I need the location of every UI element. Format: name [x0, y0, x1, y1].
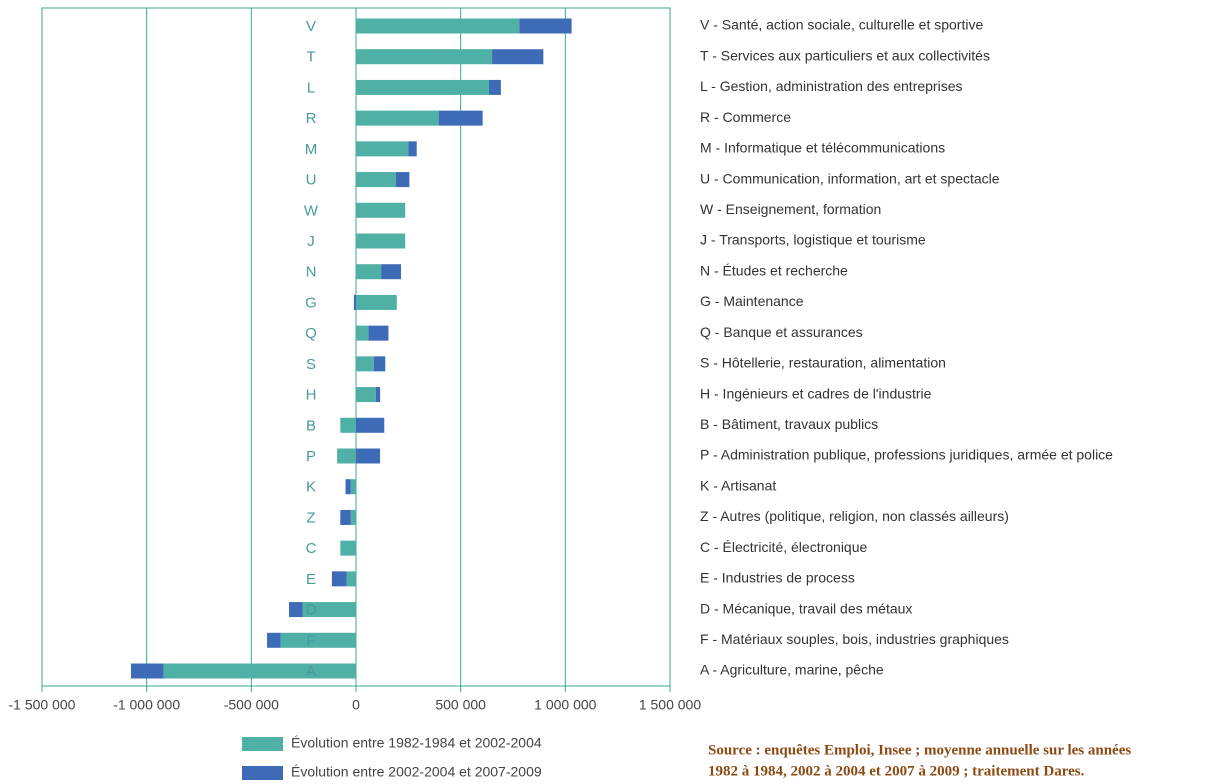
bar	[519, 18, 572, 34]
bar	[488, 79, 501, 95]
bar	[267, 632, 281, 648]
category-name: C - Électricité, électronique	[700, 539, 868, 555]
bar	[356, 356, 374, 372]
category-label: K	[306, 479, 316, 496]
bar	[356, 110, 439, 126]
source-note: Source : enquêtes Emploi, Insee ; moyenn…	[708, 742, 1131, 758]
bar	[356, 233, 406, 249]
x-tick-label: 0	[352, 697, 360, 713]
bar	[356, 387, 376, 403]
bar	[356, 172, 396, 188]
source-note: 1982 à 1984, 2002 à 2004 et 2007 à 2009 …	[708, 763, 1085, 779]
bar	[345, 479, 351, 495]
legend-swatch	[242, 737, 283, 751]
category-label: W	[304, 202, 319, 219]
bar	[356, 294, 397, 310]
category-label: C	[306, 540, 317, 557]
bar	[381, 264, 402, 280]
bar	[395, 172, 410, 188]
bar	[368, 325, 389, 341]
category-name: R - Commerce	[700, 109, 791, 125]
bar	[356, 79, 489, 95]
bar	[302, 602, 356, 618]
category-name: V - Santé, action sociale, culturelle et…	[700, 17, 983, 33]
legend-swatch	[242, 766, 283, 780]
bar	[356, 141, 409, 157]
category-name: H - Ingénieurs et cadres de l'industrie	[700, 385, 932, 401]
bar	[356, 49, 493, 65]
category-name: D - Mécanique, travail des métaux	[700, 600, 912, 616]
category-label: V	[306, 18, 316, 35]
category-label: G	[305, 294, 317, 311]
category-name: Q - Banque et assurances	[700, 324, 863, 340]
category-label: H	[306, 387, 317, 404]
bar	[492, 49, 544, 65]
category-name: M - Informatique et télécommunications	[700, 140, 945, 156]
x-tick-label: 1 500 000	[639, 697, 701, 713]
category-label: Z	[306, 509, 315, 526]
category-name: U - Communication, information, art et s…	[700, 170, 1000, 186]
bar	[331, 571, 347, 587]
category-label: L	[307, 79, 315, 96]
legend-label: Évolution entre 2002-2004 et 2007-2009	[291, 764, 542, 780]
category-label: J	[307, 233, 315, 250]
category-label: S	[306, 356, 316, 373]
x-tick-label: -500 000	[224, 697, 279, 713]
bar	[289, 602, 303, 618]
bar	[356, 18, 520, 34]
bar	[408, 141, 417, 157]
category-label: D	[306, 602, 317, 619]
legend-label: Évolution entre 1982-1984 et 2002-2004	[291, 735, 542, 751]
category-name: G - Maintenance	[700, 293, 804, 309]
bar	[163, 663, 356, 679]
bar	[350, 509, 356, 525]
category-label: R	[306, 110, 317, 127]
bar	[356, 448, 381, 464]
bar	[356, 202, 406, 218]
category-name: N - Études et recherche	[700, 262, 848, 278]
bar	[356, 417, 385, 433]
category-label: N	[306, 264, 317, 281]
x-tick-label: -1 000 000	[113, 697, 180, 713]
bar	[346, 571, 356, 587]
category-label: B	[306, 417, 316, 434]
category-label: M	[305, 141, 318, 158]
bar	[356, 325, 369, 341]
category-name: E - Industries de process	[700, 570, 855, 586]
category-label: F	[306, 632, 315, 649]
x-tick-label: 500 000	[435, 697, 486, 713]
bar	[353, 294, 356, 310]
category-name: Z - Autres (politique, religion, non cla…	[700, 508, 1009, 524]
bar	[438, 110, 483, 126]
bar	[356, 264, 382, 280]
category-name: L - Gestion, administration des entrepri…	[700, 78, 963, 94]
category-name: B - Bâtiment, travaux publics	[700, 416, 878, 432]
bar	[340, 509, 351, 525]
category-name: J - Transports, logistique et tourisme	[700, 232, 926, 248]
bar	[130, 663, 164, 679]
category-name: F - Matériaux souples, bois, industries …	[700, 631, 1009, 647]
bar	[373, 356, 386, 372]
category-name: T - Services aux particuliers et aux col…	[700, 47, 990, 63]
category-name: A - Agriculture, marine, pêche	[700, 662, 884, 678]
category-label: A	[306, 663, 316, 680]
category-name: S - Hôtellerie, restauration, alimentati…	[700, 355, 946, 371]
bar	[340, 540, 356, 556]
x-tick-label: -1 500 000	[9, 697, 76, 713]
category-label: E	[306, 571, 316, 588]
category-label: T	[306, 49, 315, 66]
x-tick-label: 1 000 000	[534, 697, 596, 713]
bar	[280, 632, 356, 648]
category-label: U	[306, 172, 317, 189]
bar	[375, 387, 381, 403]
bar	[350, 479, 356, 495]
bar	[337, 448, 356, 464]
bar	[340, 417, 356, 433]
category-name: P - Administration publique, professions…	[700, 447, 1113, 463]
category-label: P	[306, 448, 316, 465]
category-name: W - Enseignement, formation	[700, 201, 881, 217]
category-label: Q	[305, 325, 317, 342]
category-name: K - Artisanat	[700, 477, 776, 493]
